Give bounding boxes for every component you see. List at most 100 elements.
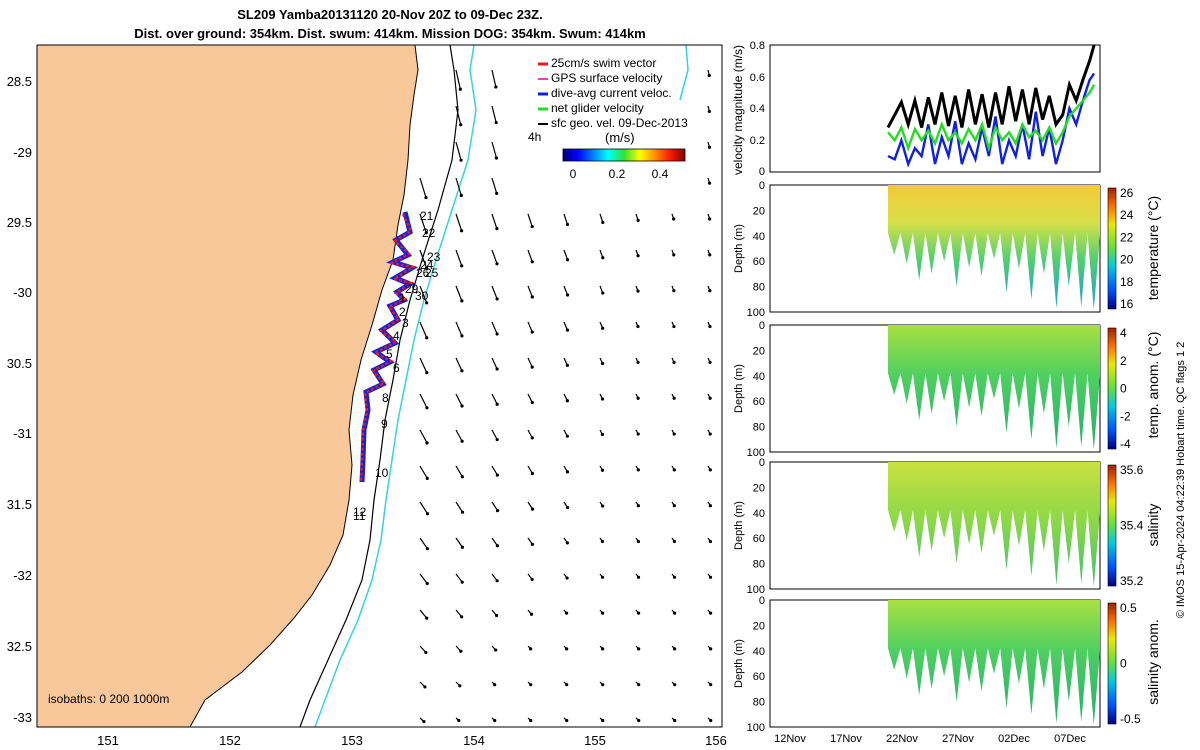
current-vector (491, 69, 497, 88)
current-vector-head (672, 432, 676, 436)
waypoint-label: 30 (415, 289, 429, 303)
coastline-land (37, 45, 419, 727)
current-vector-head (565, 328, 570, 332)
map-y-axis: 28.5 -29 29.5 -30 30.5 -31 31.5 -32 32.5… (7, 74, 32, 725)
current-vector-head (565, 505, 570, 510)
current-vector-head (600, 575, 605, 579)
colorbar-tick: 0 (570, 167, 577, 181)
waypoint-label: 10 (375, 466, 389, 480)
current-vector-head (494, 85, 498, 89)
current-vector-head (565, 258, 570, 262)
waypoint-label: 25 (425, 266, 439, 280)
x-tick-label: 154 (463, 733, 485, 748)
waypoint-label: 12 (353, 505, 367, 519)
current-vector-head (459, 229, 464, 233)
current-vector-head (636, 432, 640, 436)
current-vector-head (460, 475, 464, 479)
current-vector-head (565, 222, 570, 227)
y-tick-label: -33 (13, 710, 32, 725)
current-vector-head (495, 262, 499, 266)
waypoint-label: 24 (420, 258, 434, 272)
x-tick-label: 156 (705, 733, 727, 748)
current-vector (419, 573, 428, 584)
waypoint-label: 22 (422, 226, 436, 240)
chart-title-line1: SL209 Yamba20131120 20-Nov 20Z to 09-Dec… (237, 7, 543, 22)
current-vector-head (637, 683, 641, 687)
current-vector-head (708, 253, 712, 257)
current-vector-head (495, 402, 499, 406)
current-vector (455, 285, 463, 302)
legend-item: sfc geo. vel. 09-Dec-2013 (551, 116, 688, 130)
current-vector-head (494, 648, 498, 652)
current-vector-head (565, 363, 569, 367)
current-vector-head (529, 647, 533, 651)
current-vector-head (565, 683, 569, 687)
current-vector (419, 393, 428, 409)
current-vector (419, 537, 428, 550)
current-vector-head (565, 399, 569, 403)
speed-colorbar-ticks: 0 0.2 0.4 (570, 167, 669, 181)
current-vector-head (495, 227, 499, 231)
current-vector-head (425, 581, 429, 586)
y-tick-label: 30.5 (7, 356, 32, 371)
current-vector (527, 249, 533, 262)
y-tick-label: 31.5 (7, 497, 32, 512)
y-tick-label: 29.5 (7, 215, 32, 230)
current-vector (527, 213, 533, 227)
current-vector-head (530, 330, 534, 334)
colorbar-tick: 0.4 (652, 167, 669, 181)
current-vector-head (460, 510, 465, 514)
current-vector-head (459, 649, 463, 653)
current-vector-head (493, 718, 497, 723)
current-vector-head (425, 616, 429, 620)
current-vector-head (708, 611, 713, 615)
current-vector-head (636, 575, 641, 579)
current-vector-head (637, 718, 641, 723)
current-vector-head (494, 120, 498, 125)
current-vector-head (565, 647, 569, 651)
current-vector (419, 357, 428, 373)
waypoint-label: 2 (399, 305, 406, 319)
current-vector-head (709, 683, 713, 687)
current-vector-head (708, 432, 712, 436)
current-vector-head (636, 218, 640, 222)
current-vector (527, 357, 533, 368)
isobath-1000m-east (679, 45, 689, 101)
current-vector (455, 429, 463, 442)
current-vector (491, 429, 498, 440)
isobath-1000m (314, 45, 477, 727)
current-vector-head (422, 719, 426, 724)
current-vector-head (460, 299, 464, 303)
waypoint-label: 1 (399, 291, 406, 305)
current-vector-head (708, 360, 712, 364)
current-vector-head (672, 360, 676, 364)
current-vector-head (494, 156, 499, 160)
current-vector-head (708, 504, 712, 508)
current-vector-head (708, 289, 712, 293)
current-vector-head (636, 539, 641, 544)
current-vector-head (709, 718, 713, 723)
current-vector (419, 465, 428, 479)
current-vector-head (672, 289, 676, 293)
current-vector-head (495, 297, 499, 301)
current-vector-head (565, 541, 569, 545)
current-vector (455, 465, 463, 478)
current-vector (419, 501, 429, 515)
current-vector (455, 213, 463, 231)
colorbar-tick: 0.2 (609, 167, 626, 181)
current-vector-head (601, 683, 605, 687)
waypoint-label: 21 (420, 209, 434, 223)
current-vector (491, 213, 498, 229)
current-vector-head (530, 295, 534, 299)
waypoint-label: 26 (416, 266, 430, 280)
current-vector (491, 501, 499, 511)
current-vector-head (458, 87, 462, 91)
current-vector-head (425, 547, 430, 551)
current-vector-head (708, 217, 712, 221)
current-vector (419, 609, 428, 619)
current-vector-head (601, 256, 605, 260)
current-vector-head (565, 434, 569, 438)
current-vector (563, 285, 569, 296)
current-vector (527, 321, 533, 333)
current-vector-head (494, 613, 499, 618)
